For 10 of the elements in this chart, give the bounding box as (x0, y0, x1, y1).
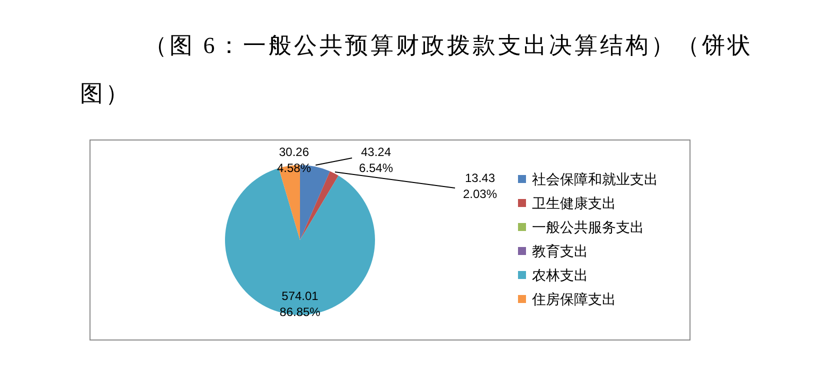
chart-title: （图 6：一般公共预算财政拨款支出决算结构）（饼状图） (80, 32, 754, 108)
data-label: 43.24 6.54% (358, 145, 394, 175)
pie-slice (300, 171, 338, 240)
data-label: 13.43 2.03% (462, 171, 498, 201)
legend-label: 农林支出 (532, 268, 588, 284)
legend-label: 一般公共服务支出 (532, 220, 644, 236)
legend-label: 教育支出 (532, 243, 588, 260)
legend-label: 住房保障支出 (531, 292, 616, 308)
legend-label: 社会保障和就业支出 (532, 172, 658, 188)
legend-label: 卫生健康支出 (532, 196, 616, 212)
